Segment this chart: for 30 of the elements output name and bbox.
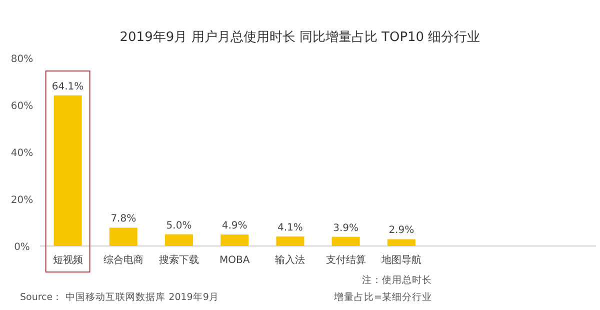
y-tick-label: 40%: [10, 148, 34, 159]
bar: [276, 236, 304, 246]
bar: [165, 234, 193, 246]
bar: [332, 236, 360, 246]
text: 注：使用总时长: [362, 274, 432, 286]
data-label: 3.9%: [333, 222, 359, 234]
data-label: 2.9%: [388, 225, 414, 236]
x-tick-label: 支付结算: [326, 254, 366, 266]
bar: [387, 239, 416, 246]
x-tick-label: 综合电商: [103, 254, 144, 266]
data-label: 7.8%: [110, 214, 136, 225]
x-tick-label: 地图导航: [380, 254, 422, 266]
x-tick-label: 搜索下载: [159, 254, 199, 266]
bar: [109, 228, 138, 246]
bar: [54, 95, 82, 246]
data-label: 5.0%: [166, 220, 192, 232]
x-tick-label: 输入法: [275, 254, 306, 266]
data-label: 4.9%: [222, 220, 248, 232]
data-label: 4.1%: [277, 222, 303, 234]
y-tick-label: 20%: [10, 195, 34, 206]
chart-title: 2019年9月 用户月总使用时长 同比增量占比 TOP10 细分行业: [120, 30, 480, 45]
source-note: Source： 中国移动互联网数据库 2019年9月: [20, 291, 219, 303]
y-tick-label: 60%: [10, 101, 34, 112]
x-tick-label: 短视频: [52, 254, 83, 266]
bar: [220, 234, 249, 246]
data-label: 64.1%: [52, 81, 84, 92]
y-tick-label: 80%: [10, 54, 34, 65]
text: 增量占比=某细分行业: [333, 291, 432, 303]
x-tick-label: MOBA: [220, 255, 250, 266]
y-tick-label: 0%: [14, 242, 30, 253]
